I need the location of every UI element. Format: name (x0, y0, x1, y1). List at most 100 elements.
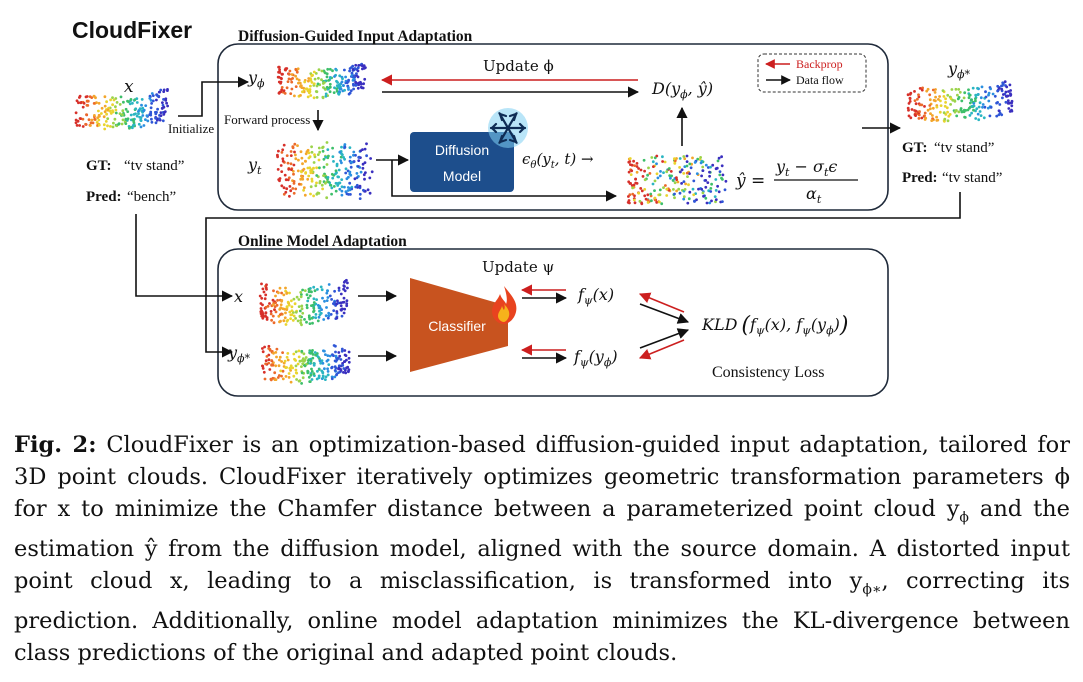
point (262, 290, 266, 294)
point (302, 167, 306, 171)
point (688, 162, 692, 166)
point (938, 95, 941, 98)
point (342, 156, 345, 159)
point (95, 121, 99, 124)
point (650, 156, 654, 159)
point (643, 194, 647, 198)
point (106, 117, 110, 120)
point (343, 360, 346, 363)
point (312, 70, 316, 74)
point (368, 176, 372, 180)
point (300, 382, 303, 385)
point (334, 172, 337, 176)
point (132, 113, 136, 116)
point (1007, 107, 1011, 110)
point (312, 194, 315, 198)
point (312, 161, 316, 164)
point (290, 313, 294, 316)
point (103, 110, 107, 114)
point (108, 109, 112, 113)
point (316, 288, 319, 291)
point (276, 168, 280, 171)
point (1000, 84, 1003, 88)
point (315, 84, 319, 88)
point (131, 124, 135, 127)
point (635, 162, 639, 165)
point (358, 166, 362, 169)
point (656, 176, 660, 180)
point (315, 298, 318, 301)
point (273, 378, 277, 381)
point (332, 344, 336, 347)
point (268, 368, 272, 371)
point (643, 188, 647, 191)
point (276, 298, 279, 302)
point (281, 159, 285, 163)
point (342, 84, 345, 87)
point (986, 106, 990, 110)
point (352, 87, 355, 91)
point (978, 110, 982, 113)
point (297, 158, 300, 162)
point (330, 377, 334, 381)
point (338, 83, 342, 86)
point (932, 98, 936, 102)
point (983, 105, 987, 109)
point (301, 311, 305, 315)
point (688, 172, 691, 176)
point (643, 178, 647, 182)
point (361, 162, 365, 166)
point (317, 376, 321, 380)
point (306, 166, 310, 170)
point (714, 189, 718, 192)
point (341, 77, 344, 81)
point (317, 368, 321, 371)
point (283, 92, 287, 95)
point (632, 198, 636, 202)
point (301, 90, 304, 94)
point (274, 364, 278, 368)
point (943, 117, 947, 121)
point (682, 155, 686, 158)
point (335, 310, 339, 313)
point (653, 196, 657, 200)
point (265, 355, 269, 358)
point (954, 87, 958, 91)
point (309, 94, 313, 97)
point (274, 351, 278, 354)
point (342, 367, 346, 370)
point (342, 296, 346, 300)
point (288, 366, 292, 370)
point (692, 179, 696, 183)
point (326, 354, 330, 357)
point (304, 171, 307, 175)
point (307, 290, 311, 294)
point (337, 289, 341, 292)
point (325, 306, 328, 309)
point (691, 187, 695, 191)
cloudfixer-diagram: CloudFixer Diffusion-Guided Input Adapta… (72, 17, 1014, 397)
point (321, 146, 324, 150)
point (137, 110, 140, 113)
point (920, 116, 924, 120)
point (959, 107, 963, 110)
point (311, 303, 315, 307)
point (103, 127, 107, 131)
pred-value-left: “bench” (127, 189, 176, 205)
point (277, 91, 281, 95)
point (323, 367, 326, 371)
point (139, 119, 143, 122)
point (150, 102, 154, 105)
point (282, 293, 286, 297)
point (315, 96, 319, 99)
point (272, 303, 275, 307)
point (714, 198, 718, 202)
snowflake-icon (488, 108, 528, 148)
point (336, 181, 340, 185)
point (640, 189, 644, 193)
point-cloud-y-phi-star-online (261, 344, 351, 385)
point (300, 175, 304, 179)
point (340, 185, 344, 189)
point (638, 199, 642, 203)
point (993, 94, 997, 98)
